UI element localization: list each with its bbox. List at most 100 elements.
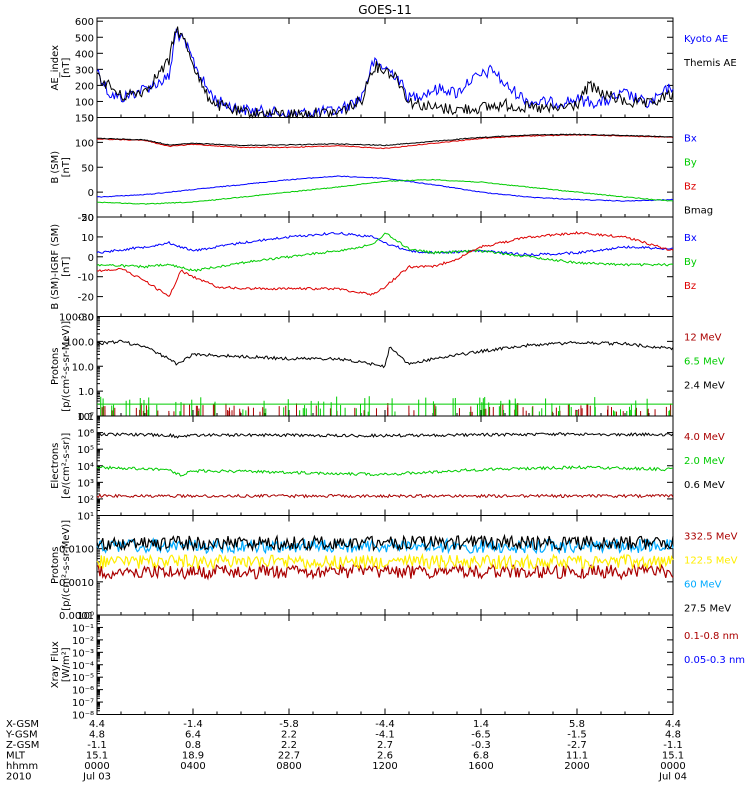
axis-row-value: Jul 03 — [82, 772, 111, 783]
y-tick-label: 10⁵ — [77, 445, 94, 456]
legend-entry: By — [684, 257, 697, 268]
legend-entry: Bz — [684, 281, 696, 292]
legend-entry: 2.4 MeV — [684, 381, 725, 392]
y-tick-label: -10 — [78, 273, 94, 284]
y-tick-label: 100 — [75, 97, 94, 108]
y-tick-label: 100 — [75, 138, 94, 149]
y-tick-label: 10.0 — [72, 362, 94, 373]
legend-entry: 0.05-0.3 nm — [684, 655, 745, 666]
y-tick-label: 10² — [77, 495, 94, 506]
y-tick-label: 10⁻⁸ — [72, 711, 94, 722]
axis-row-value: 1600 — [468, 761, 493, 772]
legend-entry: 6.5 MeV — [684, 357, 725, 368]
axis-row-value: 22.7 — [278, 751, 300, 762]
y-tick-label: 10⁻⁷ — [72, 698, 94, 709]
y-axis-label: [nT] — [61, 58, 72, 78]
series-122-5-mev — [96, 552, 674, 570]
series-line — [96, 552, 674, 570]
series-line — [96, 563, 674, 581]
y-tick-label: 10⁷ — [77, 412, 94, 423]
series-line — [96, 175, 674, 202]
series-line — [96, 26, 674, 120]
series-60-mev — [96, 537, 674, 555]
series-2-4-mev — [96, 339, 674, 369]
y-tick-label: 10³ — [77, 478, 94, 489]
axis-row-value: 1.4 — [473, 719, 489, 730]
legend-entry: Bz — [684, 182, 696, 193]
y-tick-label: 0 — [88, 253, 94, 264]
y-axis-label: [nT] — [61, 257, 72, 277]
legend-entry: Kyoto AE — [684, 34, 728, 45]
axis-row-value: -0.3 — [471, 740, 491, 751]
series-4-0-mev — [96, 493, 674, 499]
legend-entry: 0.6 MeV — [684, 480, 725, 491]
axis-row-label: hhmm — [6, 761, 38, 772]
y-tick-label: 0.1 — [78, 412, 94, 423]
axis-row-value: 0000 — [660, 761, 685, 772]
axis-row-value: -2.7 — [567, 740, 587, 751]
y-axis-label: Electrons — [50, 443, 61, 489]
panel-3: -30 -20 -10 0 10 20 B (SM)-IGRF (SM) [nT] Bx By Bz — [50, 213, 697, 324]
legend-entry: Bx — [684, 134, 697, 145]
series-line — [96, 178, 674, 205]
legend-entry: 332.5 MeV — [684, 532, 738, 543]
y-tick-label: 10⁻⁶ — [72, 686, 94, 697]
series-332-5-mev — [96, 563, 674, 581]
legend-entry: 2.0 MeV — [684, 456, 725, 467]
y-axis-label: Protons — [50, 348, 61, 385]
series-0-6-mev — [96, 432, 674, 439]
series-line — [96, 231, 674, 257]
axis-row-value: 2000 — [564, 761, 589, 772]
axis-row-value: 15.1 — [86, 751, 108, 762]
y-tick-label: -30 — [78, 313, 94, 324]
y-tick-label: 10⁰ — [77, 611, 94, 622]
series-by — [96, 178, 674, 205]
axis-row-value: -1.1 — [87, 740, 107, 751]
y-tick-label: 0 — [88, 114, 94, 125]
series-line — [96, 533, 674, 552]
panel-frame — [96, 614, 674, 715]
legend-entry: 60 MeV — [684, 580, 722, 591]
axis-row-value: 5.8 — [569, 719, 585, 730]
y-axis-label: [p/(cm²-s-sr-MeV)] — [61, 520, 72, 611]
axis-row-value: 2.2 — [281, 740, 297, 751]
series-line — [96, 133, 674, 147]
axis-row-value: Jul 04 — [658, 772, 687, 783]
series-line — [96, 28, 674, 119]
y-tick-label: 10⁻⁴ — [72, 661, 94, 672]
legend-entry: By — [684, 158, 697, 169]
axis-row-label: Y-GSM — [5, 730, 38, 741]
series-bx — [96, 231, 674, 257]
panel-frame — [96, 17, 674, 118]
y-tick-label: 10⁻¹ — [72, 623, 94, 634]
y-tick-label: 10¹ — [77, 512, 94, 523]
legend-entry: Bx — [684, 233, 697, 244]
y-tick-label: -50 — [78, 213, 94, 224]
series-line — [96, 465, 674, 477]
axis-row-value: -5.8 — [279, 719, 299, 730]
y-axis-label: AE_index — [50, 45, 61, 91]
y-tick-label: 1.0 — [78, 387, 94, 398]
axis-row-value: 0000 — [84, 761, 109, 772]
axis-row-value: -1.1 — [663, 740, 683, 751]
y-tick-label: 300 — [75, 65, 94, 76]
y-axis-label: B (SM)-IGRF (SM) — [50, 224, 61, 310]
series-line — [96, 432, 674, 439]
y-axis-label: B (SM) — [50, 151, 61, 184]
axis-row-value: -4.4 — [375, 719, 395, 730]
axis-row-value: 4.8 — [665, 730, 681, 741]
y-tick-label: 150 — [75, 114, 94, 125]
axis-row-value: 4.8 — [89, 730, 105, 741]
legend-entry: 4.0 MeV — [684, 432, 725, 443]
y-tick-label: 400 — [75, 49, 94, 60]
axis-row-value: 18.9 — [182, 751, 204, 762]
series-line — [96, 232, 674, 273]
y-tick-label: 500 — [75, 33, 94, 44]
y-tick-label: 10⁴ — [77, 462, 94, 473]
figure-title: GOES-11 — [358, 3, 412, 17]
y-axis-label: [e/(cm²-s-sr)] — [61, 433, 72, 499]
series-kyoto-ae — [96, 28, 674, 119]
legend-entry: 0.1-0.8 nm — [684, 631, 739, 642]
series-bz — [96, 231, 674, 298]
series-by — [96, 232, 674, 273]
